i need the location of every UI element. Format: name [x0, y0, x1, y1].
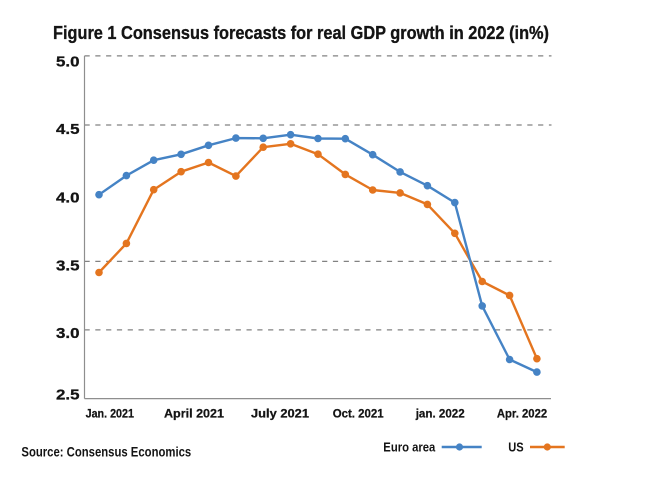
svg-text:Apr. 2022: Apr. 2022: [497, 407, 547, 421]
svg-text:3.5: 3.5: [56, 259, 80, 275]
svg-text:4.0: 4.0: [56, 191, 80, 207]
svg-text:Oct. 2021: Oct. 2021: [333, 407, 384, 421]
svg-text:Source: Consensus Economics: Source: Consensus Economics: [21, 444, 191, 459]
svg-text:Jan. 2021: Jan. 2021: [86, 407, 135, 421]
svg-text:July 2021: July 2021: [251, 407, 309, 421]
svg-text:5.0: 5.0: [56, 54, 80, 70]
svg-text:2.5: 2.5: [56, 387, 80, 403]
svg-text:Euro area: Euro area: [383, 439, 436, 454]
svg-text:3.0: 3.0: [56, 326, 80, 342]
svg-text:jan. 2022: jan. 2022: [415, 407, 465, 421]
svg-text:US: US: [508, 439, 524, 454]
svg-text:April 2021: April 2021: [164, 407, 224, 421]
svg-text:Figure 1 Consensus forecasts f: Figure 1 Consensus forecasts for real GD…: [53, 22, 549, 43]
svg-text:4.5: 4.5: [56, 122, 80, 138]
